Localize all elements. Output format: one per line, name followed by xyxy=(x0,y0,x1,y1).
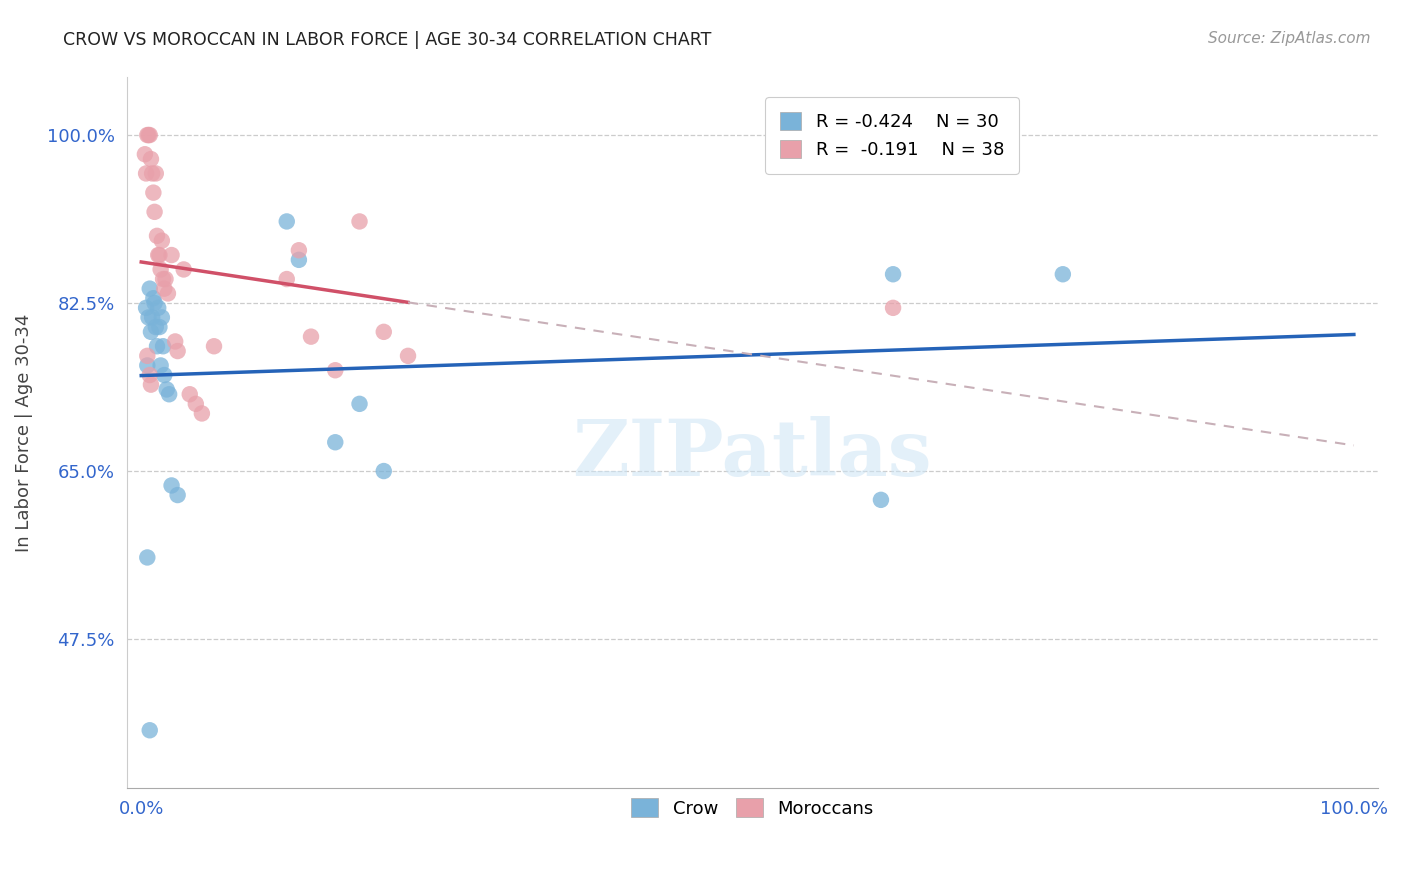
Point xyxy=(141,310,163,325)
Point xyxy=(134,147,156,161)
Point xyxy=(153,282,176,296)
Point xyxy=(145,166,167,180)
Point xyxy=(155,272,177,286)
Text: CROW VS MOROCCAN IN LABOR FORCE | AGE 30-34 CORRELATION CHART: CROW VS MOROCCAN IN LABOR FORCE | AGE 30… xyxy=(63,31,711,49)
Point xyxy=(136,359,159,373)
Point xyxy=(157,387,180,401)
Point xyxy=(142,291,165,305)
Point xyxy=(166,488,188,502)
Point xyxy=(136,349,159,363)
Point xyxy=(138,310,160,325)
Point xyxy=(139,152,162,166)
Point xyxy=(349,397,371,411)
Point xyxy=(139,377,162,392)
Point xyxy=(152,272,174,286)
Point xyxy=(373,464,395,478)
Point xyxy=(141,166,163,180)
Point xyxy=(179,387,201,401)
Point xyxy=(882,267,904,281)
Point xyxy=(138,128,160,142)
Point xyxy=(146,339,169,353)
Point xyxy=(145,320,167,334)
Point xyxy=(136,128,159,142)
Point xyxy=(288,252,311,267)
Point xyxy=(148,248,170,262)
Point xyxy=(184,397,207,411)
Point xyxy=(156,286,179,301)
Point xyxy=(136,550,159,565)
Point xyxy=(139,325,162,339)
Point xyxy=(160,478,183,492)
Point xyxy=(373,325,395,339)
Point xyxy=(870,492,893,507)
Point xyxy=(323,363,346,377)
Y-axis label: In Labor Force | Age 30-34: In Labor Force | Age 30-34 xyxy=(15,313,32,552)
Point xyxy=(165,334,187,349)
Point xyxy=(202,339,225,353)
Point xyxy=(156,383,179,397)
Text: ZIPatlas: ZIPatlas xyxy=(572,416,932,492)
Point xyxy=(882,301,904,315)
Text: Source: ZipAtlas.com: Source: ZipAtlas.com xyxy=(1208,31,1371,46)
Point xyxy=(152,339,174,353)
Point xyxy=(160,248,183,262)
Point xyxy=(288,244,311,258)
Point xyxy=(299,329,322,343)
Point xyxy=(276,214,298,228)
Point xyxy=(149,359,172,373)
Point xyxy=(138,282,160,296)
Point xyxy=(142,186,165,200)
Point xyxy=(349,214,371,228)
Point xyxy=(323,435,346,450)
Point xyxy=(191,407,214,421)
Point xyxy=(135,301,157,315)
Point xyxy=(276,272,298,286)
Point xyxy=(153,368,176,382)
Point xyxy=(173,262,195,277)
Point xyxy=(143,296,166,310)
Point xyxy=(148,248,170,262)
Point xyxy=(149,262,172,277)
Point xyxy=(1052,267,1074,281)
Point xyxy=(396,349,419,363)
Point xyxy=(150,310,173,325)
Point xyxy=(138,368,160,382)
Point xyxy=(166,344,188,359)
Point xyxy=(143,204,166,219)
Point xyxy=(135,166,157,180)
Point xyxy=(138,723,160,738)
Point xyxy=(148,301,170,315)
Point xyxy=(148,320,170,334)
Legend: Crow, Moroccans: Crow, Moroccans xyxy=(624,791,882,825)
Point xyxy=(138,128,160,142)
Point xyxy=(150,234,173,248)
Point xyxy=(146,228,169,243)
